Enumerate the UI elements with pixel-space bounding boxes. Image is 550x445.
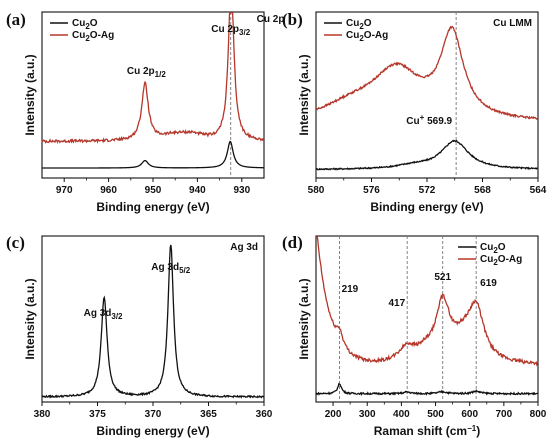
legend-entry: Cu2O-Ag [480,254,522,267]
x-tick-label: 500 [427,409,444,420]
legend-entry: Cu2O [346,18,372,31]
peak-annotation: 219 [342,284,359,295]
peak-annotation: Cu 2p3/2 [211,24,250,37]
chart-panel-d: 200 300 400 500 600 700 800 Raman shift (cm−1) I… [282,233,547,438]
chart-panel-a: 970 960 950 940 930 Binding energy (eV) Intens… [6,10,284,214]
legend-entry: Cu2O [72,18,98,31]
x-tick-label: 568 [474,185,491,196]
series-line-cu2o [315,382,539,397]
panel-title: Ag 3d [230,242,258,253]
series-line-cu2o-ag [316,236,539,367]
panel-label: (c) [6,233,25,252]
peak-annotation: Ag 3d3/2 [84,308,123,321]
peak-annotation: Cu 2p1/2 [127,66,166,79]
plot-frame [41,235,265,403]
series-line-cu2o [315,139,539,171]
series-line-cu2o-ag [41,12,265,144]
peak-annotation: Cu 2p [257,14,285,25]
peak-annotation: 417 [389,298,406,309]
x-tick-label: 370 [145,409,162,420]
x-tick-label: 564 [530,185,547,196]
x-tick-label: 930 [233,185,250,196]
chart-panel-b: 580 576 572 568 564 Binding energy (eV) Intens… [282,10,547,214]
x-tick-label: 940 [189,185,206,196]
y-axis-label: Intensity (a.u.) [297,54,311,135]
plot-frame [315,235,539,403]
peak-annotation: Cu+ 569.9 [406,113,452,127]
legend-entry: Cu2O-Ag [72,30,114,43]
chart-panel-c: 380 375 370 365 360 Binding energy (eV) Intens… [6,233,273,438]
panel-label: (d) [282,233,303,252]
x-tick-label: 380 [34,409,51,420]
panel-title: Cu LMM [493,18,532,29]
panel-label: (a) [6,10,26,29]
x-axis-label: Binding energy (eV) [370,200,483,214]
x-tick-label: 970 [56,185,73,196]
x-tick-label: 700 [496,409,513,420]
x-tick-label: 960 [100,185,117,196]
series-line-cu2o-ag [315,25,539,120]
x-axis-label: Raman shift (cm−1) [374,424,480,438]
x-tick-label: 400 [393,409,410,420]
series-line-ag3d [41,244,265,399]
x-tick-label: 365 [200,409,217,420]
peak-annotation: 521 [434,272,451,283]
x-tick-label: 572 [419,185,436,196]
x-tick-label: 300 [359,409,376,420]
y-axis-label: Intensity (a.u.) [23,54,37,135]
x-tick-label: 576 [363,185,380,196]
legend-entry: Cu2O-Ag [346,30,388,43]
peak-annotation: 619 [480,278,497,289]
legend-entry: Cu2O [480,242,506,255]
panel-label: (b) [282,10,303,29]
x-axis-label: Binding energy (eV) [96,200,209,214]
x-tick-label: 600 [461,409,478,420]
x-axis-label: Binding energy (eV) [96,424,209,438]
x-tick-label: 580 [308,185,325,196]
y-axis-label: Intensity (a.u.) [297,278,311,359]
series-line-cu2o [42,140,265,169]
x-tick-label: 800 [530,409,547,420]
x-tick-label: 375 [89,409,106,420]
x-tick-label: 950 [145,185,162,196]
x-tick-label: 360 [256,409,273,420]
y-axis-label: Intensity (a.u.) [23,278,37,359]
x-tick-label: 200 [325,409,342,420]
peak-annotation: Ag 3d5/2 [151,262,190,275]
